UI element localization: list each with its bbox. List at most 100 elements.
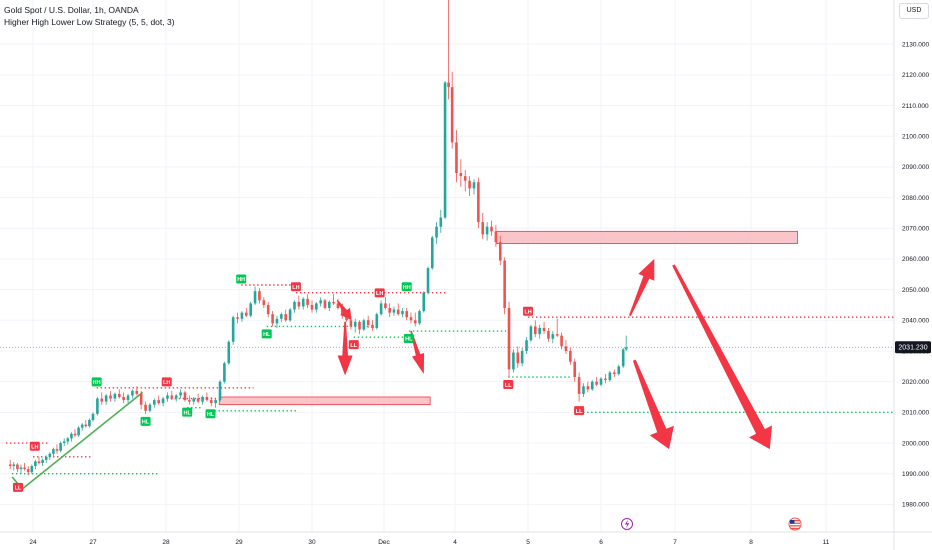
candle-body [196, 398, 200, 402]
candle [262, 297, 266, 309]
candle-body [590, 381, 594, 390]
candle-body [77, 427, 80, 436]
candle-body [401, 311, 404, 315]
candle [223, 361, 226, 384]
candle-body [371, 324, 374, 328]
candle-body [88, 420, 91, 427]
chart-legend: Gold Spot / U.S. Dollar, 1h, OANDA Highe… [4, 4, 175, 28]
candle [595, 377, 598, 387]
swing-label-text: HH [237, 277, 245, 283]
candle-body [148, 404, 152, 411]
candle [30, 464, 34, 474]
symbol-title[interactable]: Gold Spot / U.S. Dollar, 1h, OANDA [4, 5, 139, 15]
candle-body [84, 424, 88, 427]
y-tick-label: 2010.000 [902, 410, 929, 417]
candle-body [485, 226, 489, 235]
y-tick-label: 2020.000 [902, 379, 929, 386]
candle [16, 462, 19, 473]
swing-label-bg [205, 409, 216, 419]
candle-body [516, 352, 520, 364]
candle [319, 297, 322, 307]
y-tick-label: 2120.000 [902, 72, 929, 79]
candle [170, 390, 174, 401]
swing-label-text: LL [15, 486, 22, 492]
candle-body [253, 291, 257, 304]
swing-label-text: LH [376, 291, 383, 297]
candle [37, 456, 41, 465]
candle [435, 222, 438, 244]
candle [608, 370, 612, 382]
candle-body [8, 464, 12, 467]
candle [19, 464, 23, 474]
candle [507, 301, 511, 378]
candle-body [297, 301, 301, 307]
candle [472, 179, 476, 195]
candle [560, 332, 563, 350]
candle [529, 324, 533, 342]
candle-body [503, 260, 506, 309]
candle-body [455, 142, 458, 174]
candle-body [555, 334, 559, 336]
candle [117, 389, 121, 399]
candle-body [157, 400, 160, 404]
candle-body [73, 433, 77, 436]
candle-body [266, 304, 270, 315]
swing-label-bg [503, 380, 514, 390]
us-flag-icon[interactable] [788, 517, 802, 531]
candle-body [284, 314, 288, 321]
candle-body [472, 182, 476, 189]
candle [59, 441, 62, 453]
candle [218, 380, 222, 402]
candle-body [384, 303, 387, 309]
candle [384, 297, 387, 310]
candle-body [306, 298, 309, 305]
swing-label-text: HH [93, 380, 101, 386]
candle [55, 444, 59, 454]
candle [485, 222, 489, 241]
candle-body [16, 464, 19, 470]
candle-body [599, 378, 603, 385]
zones [218, 230, 798, 406]
indicator-title[interactable]: Higher High Lower Low Strategy (5, 5, do… [4, 17, 175, 27]
candle [122, 392, 125, 404]
x-tick-label: 4 [453, 539, 457, 546]
candle [362, 318, 366, 332]
lightning-icon[interactable] [621, 518, 633, 530]
candle [91, 412, 95, 422]
candle-body [170, 395, 174, 399]
candle [353, 318, 357, 333]
candle [327, 300, 331, 312]
candle-body [617, 366, 621, 374]
candle [205, 392, 209, 402]
currency-button[interactable]: USD [899, 3, 929, 19]
candle-body [362, 320, 366, 330]
level-lines [6, 284, 894, 475]
candle [157, 395, 160, 405]
swing-label-text: LH [524, 309, 531, 315]
swing-label-ll: LL [348, 340, 359, 350]
candle-body [613, 372, 616, 374]
candle [139, 390, 143, 410]
candle-body [396, 309, 400, 315]
candle [109, 390, 112, 402]
x-tick-label: 28 [162, 539, 170, 546]
candle-body [353, 321, 357, 327]
candle-body [174, 395, 178, 399]
candle [236, 312, 239, 324]
candle [538, 324, 541, 339]
candle-body [468, 180, 471, 189]
swing-label-text: LL [576, 409, 583, 415]
swing-label-text: LL [505, 383, 512, 389]
candle-body [547, 331, 550, 339]
candle-body [52, 449, 55, 454]
candle-body [209, 400, 213, 404]
candle-body [439, 217, 443, 227]
candle-body [379, 303, 383, 315]
swing-label-bg [13, 482, 23, 492]
candle-body [30, 466, 34, 473]
candle-body [405, 311, 409, 318]
candle [323, 298, 327, 310]
candle-body [332, 301, 335, 304]
candle [301, 297, 305, 310]
